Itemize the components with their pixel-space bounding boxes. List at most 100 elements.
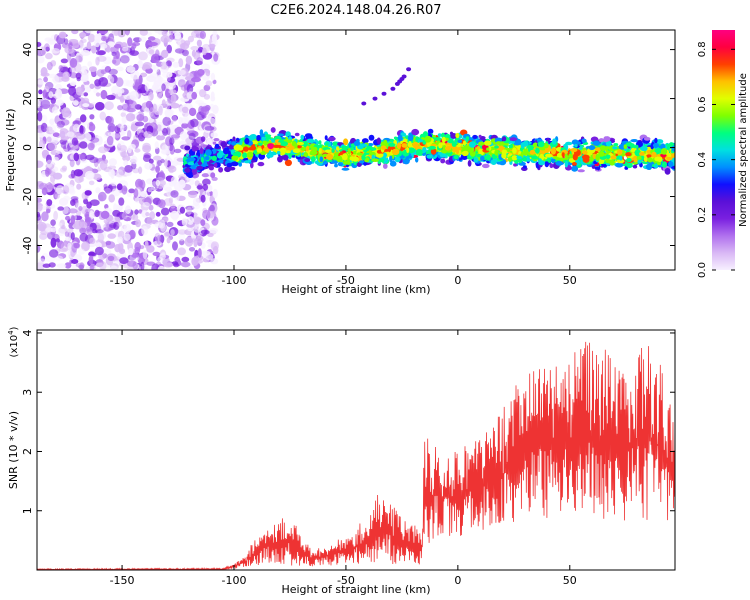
signal-cell [305,145,310,152]
noise-cell [191,91,198,100]
noise-cell [91,45,97,54]
signal-cell [598,151,605,157]
noise-cell [121,136,131,141]
noise-cell [155,179,161,187]
noise-cell [56,120,65,128]
signal-cell [478,141,485,146]
noise-cell [160,35,170,43]
noise-cell [88,255,94,265]
signal-cell [643,156,648,163]
noise-cell [89,83,95,90]
noise-cell [178,179,186,189]
noise-cell [99,160,108,171]
spectrogram-frame [36,29,676,271]
noise-cell [70,199,76,207]
noise-cell [120,42,128,49]
signal-cell [411,128,420,136]
tail-point [406,67,412,72]
signal-cell [465,136,470,141]
signal-cell [523,148,528,154]
signal-cell [652,143,660,148]
signal-cell [494,149,499,156]
signal-cell [383,163,388,169]
signal-cell [284,159,292,167]
noise-cell [210,258,219,265]
noise-cell [46,136,52,143]
signal-cell [382,156,389,164]
signal-cell [511,155,518,161]
noise-cell [146,245,155,253]
noise-cell [170,94,177,104]
signal-cell [324,149,332,153]
noise-cell [200,63,211,71]
signal-cell [495,141,502,145]
signal-cell [430,148,437,155]
noise-cell [70,232,75,241]
noise-cell [124,165,133,173]
signal-cell [660,143,666,150]
signal-cell [334,163,338,168]
noise-cell [83,198,89,205]
signal-cell [440,158,446,164]
signal-cell [218,159,224,164]
signal-cell [415,157,419,163]
noise-cell [148,49,155,55]
signal-cell [599,145,607,152]
signal-cell [266,153,274,158]
noise-cell [121,185,128,195]
noise-cell [194,228,201,233]
noise-cell [167,76,176,83]
signal-cell [625,152,632,157]
signal-cell [661,161,668,168]
noise-cell [62,71,70,80]
signal-cell [399,155,405,159]
signal-cell [194,162,199,167]
signal-cell [424,135,432,143]
y-tick-label: 4 [21,329,34,336]
signal-cell [319,156,324,163]
noise-cell [163,198,173,206]
noise-cell [51,106,59,114]
signal-cell [285,131,291,138]
noise-cell [213,53,219,62]
noise-cell [210,72,216,81]
noise-cell [106,94,116,100]
noise-cell [93,88,98,94]
noise-cell [107,255,115,262]
signal-cell [236,137,240,142]
noise-cell [170,176,178,186]
noise-cell [97,232,104,243]
noise-cell [94,209,100,218]
noise-cell [71,262,78,270]
signal-cell [387,146,392,153]
noise-cell [73,220,83,230]
noise-cell [40,122,48,133]
noise-cell [80,114,87,123]
x-tick-label: -50 [337,274,355,287]
noise-cell [197,248,202,258]
noise-cell [179,131,188,141]
noise-cell [95,56,100,66]
noise-cell [160,207,170,216]
signal-cell [486,147,490,151]
noise-cell [89,237,96,244]
signal-cell [552,138,557,145]
noise-cell [136,114,145,122]
noise-cell [121,212,128,220]
signal-cell [588,157,594,162]
noise-cell [79,227,87,235]
signal-cell [634,144,639,149]
noise-cell [78,125,86,135]
noise-cell [200,136,206,142]
noise-cell [164,108,173,118]
signal-cell [251,140,259,145]
colorbar-ticks: 0.0 0.2 0.4 0.6 0.8 [697,41,735,278]
signal-cell [318,140,322,145]
signal-cell [383,139,388,145]
noise-cell [119,257,129,264]
noise-cell [168,197,174,204]
signal-cell [257,161,265,167]
noise-cell [190,46,199,51]
noise-cell [84,170,95,180]
